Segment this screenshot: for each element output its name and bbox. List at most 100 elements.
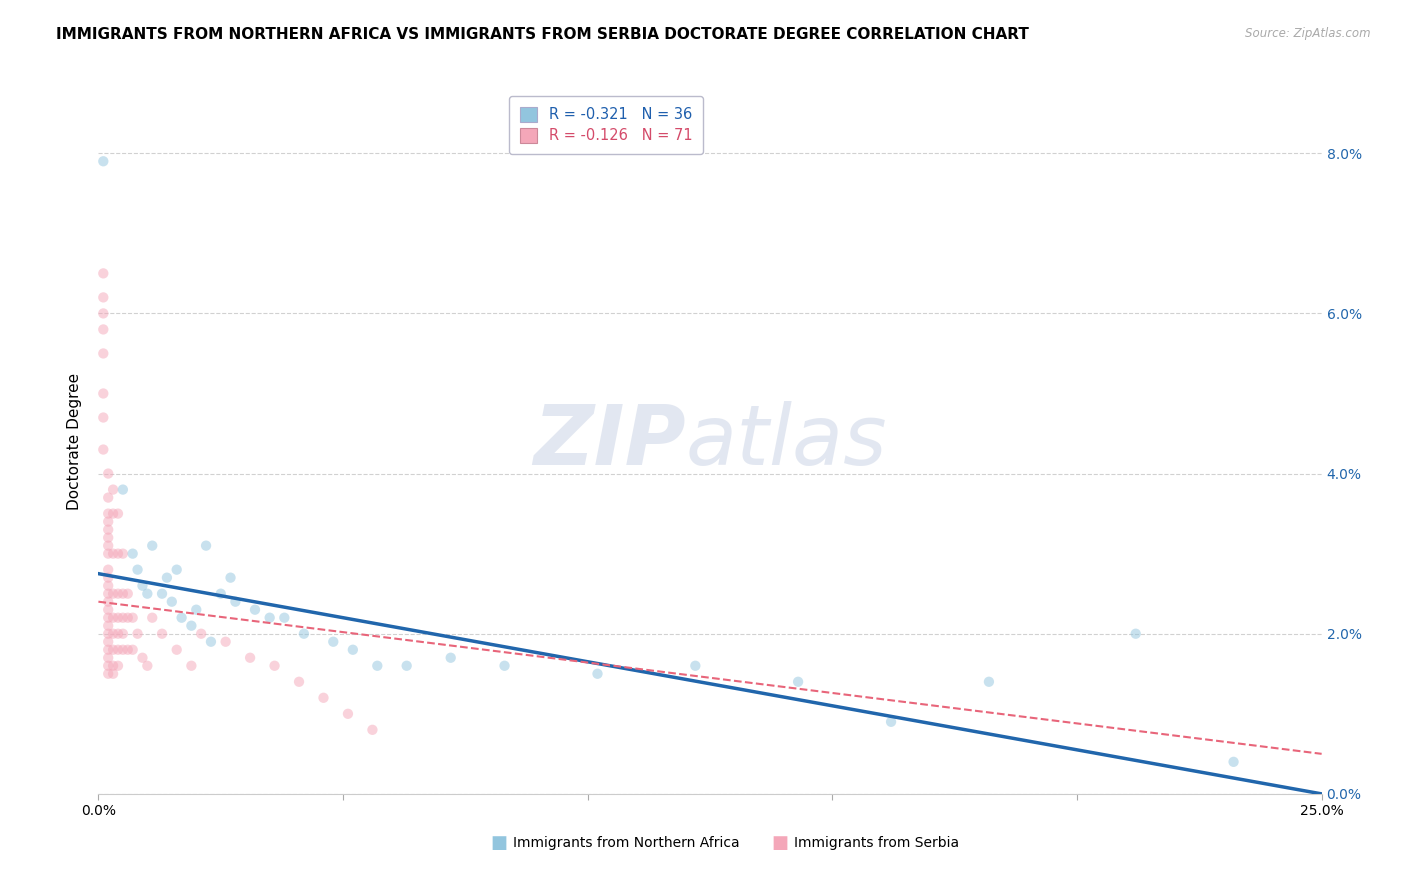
Point	[186, 603, 208, 617]
Point	[361, 723, 384, 737]
Point	[91, 306, 114, 320]
Point	[97, 531, 120, 545]
Point	[101, 547, 124, 561]
Point	[101, 507, 124, 521]
Point	[131, 650, 153, 665]
Text: Source: ZipAtlas.com: Source: ZipAtlas.com	[1246, 27, 1371, 40]
Point	[312, 690, 335, 705]
Point	[156, 571, 179, 585]
Point	[111, 547, 134, 561]
Point	[91, 386, 114, 401]
Point	[141, 539, 163, 553]
Point	[97, 610, 120, 624]
Point	[97, 642, 120, 657]
Point	[91, 154, 114, 169]
Point	[97, 579, 120, 593]
Point	[117, 642, 139, 657]
Point	[111, 642, 134, 657]
Point	[259, 610, 281, 624]
Point	[107, 658, 129, 673]
Point	[366, 658, 388, 673]
Point	[292, 626, 315, 640]
Point	[180, 658, 202, 673]
Point	[97, 563, 120, 577]
Point	[117, 587, 139, 601]
Point	[107, 507, 129, 521]
Point	[1222, 755, 1244, 769]
Point	[131, 579, 153, 593]
Text: IMMIGRANTS FROM NORTHERN AFRICA VS IMMIGRANTS FROM SERBIA DOCTORATE DEGREE CORRE: IMMIGRANTS FROM NORTHERN AFRICA VS IMMIG…	[56, 27, 1029, 42]
Point	[127, 626, 149, 640]
Point	[787, 674, 810, 689]
Point	[91, 410, 114, 425]
Text: ZIP: ZIP	[533, 401, 686, 482]
Point	[91, 442, 114, 457]
Point	[97, 603, 120, 617]
Point	[190, 626, 212, 640]
Point	[107, 642, 129, 657]
Point	[91, 346, 114, 360]
Point	[150, 626, 173, 640]
Point	[97, 634, 120, 648]
Point	[494, 658, 516, 673]
Point	[263, 658, 285, 673]
Point	[209, 587, 232, 601]
Point	[97, 595, 120, 609]
Point	[91, 290, 114, 304]
Point	[101, 658, 124, 673]
Point	[97, 571, 120, 585]
Point	[101, 666, 124, 681]
Point	[160, 595, 183, 609]
Point	[685, 658, 707, 673]
Point	[166, 642, 188, 657]
Point	[111, 626, 134, 640]
Legend: R = -0.321   N = 36, R = -0.126   N = 71: R = -0.321 N = 36, R = -0.126 N = 71	[509, 96, 703, 153]
Point	[97, 515, 120, 529]
Point	[97, 626, 120, 640]
Point	[150, 587, 173, 601]
Point	[166, 563, 188, 577]
Point	[97, 658, 120, 673]
Point	[336, 706, 359, 721]
Point	[101, 626, 124, 640]
Text: atlas: atlas	[686, 401, 887, 482]
Point	[1125, 626, 1147, 640]
Point	[136, 587, 159, 601]
Point	[107, 610, 129, 624]
Point	[111, 610, 134, 624]
Point	[91, 322, 114, 336]
Point	[440, 650, 463, 665]
Point	[97, 523, 120, 537]
Point	[101, 483, 124, 497]
Point	[170, 610, 193, 624]
Point	[239, 650, 262, 665]
Point	[200, 634, 222, 648]
Point	[97, 467, 120, 481]
Point	[97, 587, 120, 601]
Point	[136, 658, 159, 673]
Point	[91, 266, 114, 280]
Point	[97, 666, 120, 681]
Point	[111, 483, 134, 497]
Y-axis label: Doctorate Degree: Doctorate Degree	[67, 373, 83, 510]
Point	[342, 642, 364, 657]
Point	[117, 610, 139, 624]
Point	[273, 610, 295, 624]
Point	[322, 634, 344, 648]
Point	[219, 571, 242, 585]
Point	[395, 658, 418, 673]
Point	[97, 539, 120, 553]
Point	[97, 618, 120, 632]
Point	[101, 610, 124, 624]
Point	[101, 642, 124, 657]
Point	[97, 650, 120, 665]
Point	[97, 507, 120, 521]
Point	[977, 674, 1000, 689]
Point	[101, 587, 124, 601]
Point	[97, 547, 120, 561]
Point	[127, 563, 149, 577]
Point	[121, 610, 143, 624]
Point	[214, 634, 236, 648]
Point	[141, 610, 163, 624]
Point	[586, 666, 609, 681]
